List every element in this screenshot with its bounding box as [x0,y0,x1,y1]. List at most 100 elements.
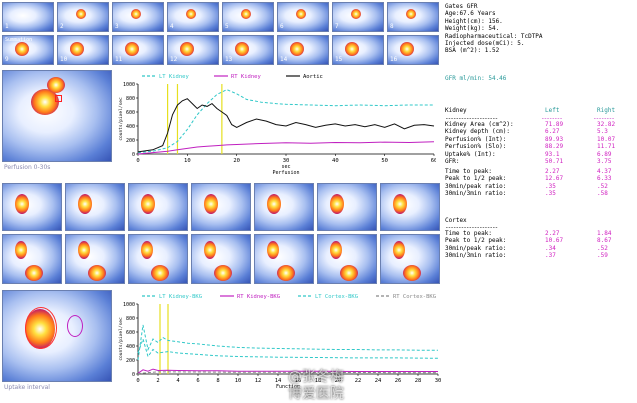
kidney-hotspot [15,194,29,214]
right-value: 6.89 [597,150,612,158]
x-tick-label: 4 [176,378,180,384]
frame-label: Summation [5,37,33,43]
frame-thumbnail[interactable]: 4 [167,2,219,32]
x-tick-label: 10 [184,158,191,164]
x-tick-label: 20 [335,378,342,384]
kidney-table-title: Kidney [445,107,467,114]
frame-thumbnail[interactable] [254,183,314,231]
uptake-summed-image[interactable] [2,290,112,382]
table-row: 30min/3min ratio: .35 .58 [445,190,608,197]
y-tick-label: 0 [132,372,135,378]
frame-thumbnail[interactable] [128,183,188,231]
legend-label: RT Kidney [231,74,261,80]
x-tick-label: 24 [375,378,382,384]
info-line: Gates GFR [445,3,478,10]
series-line [137,337,439,359]
row-label: 30min/peak ratio: [445,182,507,190]
row-label: Kidney Area (cm^2): [445,121,514,128]
frame-thumbnail[interactable]: 7 [332,2,384,32]
frame-thumbnail[interactable]: 3 [112,2,164,32]
frame-thumbnail[interactable] [65,234,125,284]
frame-number: 4 [170,23,174,30]
right-value: 10.07 [597,135,616,143]
frame-thumbnail[interactable]: 13 [222,35,274,65]
table-row: Kidney Area (cm^2): 71.89 32.82 [445,121,615,128]
frame-thumbnail[interactable]: 12 [167,35,219,65]
row-label: 30min/3min ratio: [445,252,507,260]
x-tick-label: 10 [235,378,242,384]
frame-thumbnail[interactable]: 8 [387,2,439,32]
perfusion-summed-image[interactable] [2,70,112,162]
frame-thumbnail[interactable] [191,183,251,231]
x-axis-unit: sec [281,164,290,170]
kidney-hotspot [15,42,29,56]
frame-thumbnail[interactable]: 14 [277,35,329,65]
row-label: Uptake% (Int): [445,150,496,158]
series-line [137,141,435,155]
kidney-hotspot [296,9,306,19]
frame-thumbnail[interactable]: 16 [387,35,439,65]
frame-thumbnail[interactable] [128,234,188,284]
x-tick-label: 40 [332,158,339,164]
frame-thumbnail[interactable] [2,234,62,284]
kidney-hotspot [267,241,279,259]
frame-thumbnail[interactable] [380,234,440,284]
right-value: 6.33 [597,175,612,183]
kidney-table: Kidney Left Right -------------------- --… [445,107,615,165]
frame-thumbnail[interactable]: 6 [277,2,329,32]
kidney-hotspot [15,241,27,259]
perfusion-curve-chart: LT Kidney RT Kidney Aortic0200400600800100… [118,74,436,176]
table-row: Perfusion% (Int): 89.93 10.07 [445,135,615,143]
table-row: Time to peak: 2.27 1.84 [445,230,611,237]
left-value: 88.29 [545,143,564,151]
frame-thumbnail[interactable]: 1 [2,2,54,32]
bladder-hotspot [25,265,43,281]
frame-thumbnail[interactable] [317,234,377,284]
frame-thumbnail[interactable]: 2 [57,2,109,32]
table-row: Peak to 1/2 peak: 12.67 6.33 [445,175,611,183]
series-line [137,371,438,375]
frame-thumbnail[interactable] [2,183,62,231]
frame-thumbnail[interactable] [317,183,377,231]
frame-number: 14 [280,56,288,63]
frame-thumbnail[interactable]: 10 [57,35,109,65]
frame-thumbnail[interactable] [380,183,440,231]
frame-thumbnail[interactable]: 11 [112,35,164,65]
right-value: 32.82 [597,121,616,128]
legend-label: LT Kidney-BKG [159,294,202,300]
row-label: Peak to 1/2 peak: [445,175,507,183]
bladder-hotspot [403,265,421,281]
left-value: 2.27 [545,230,560,237]
kidney-hotspot [78,194,92,214]
right-value: 4.37 [597,168,612,175]
kidney-hotspot [330,241,342,259]
frame-thumbnail[interactable]: 15 [332,35,384,65]
legend-label: LT Cortex-BKG [315,294,358,300]
left-value: .37 [545,252,556,260]
x-axis-label: Perfusion [272,170,299,176]
frame-thumbnail[interactable] [65,183,125,231]
divider: -------------------- -------- -------- [445,115,615,122]
kidney-hotspot [400,42,414,56]
frame-number: 15 [335,56,343,63]
table-row: Uptake% (Int): 93.1 6.89 [445,150,611,158]
frame-number: 9 [5,56,9,63]
x-tick-label: 16 [295,378,302,384]
y-tick-label: 200 [126,138,135,144]
watermark-hospital: 博爱医院 [288,386,344,402]
info-line: Radiopharmaceutical: TcDTPA [445,32,543,40]
y-tick-label: 600 [126,110,135,116]
frame-thumbnail[interactable] [191,234,251,284]
row-label: Perfusion% (Int): [445,135,507,143]
frame-thumbnail[interactable] [254,234,314,284]
x-tick-label: 22 [355,378,362,384]
x-tick-label: 30 [283,158,290,164]
frame-thumbnail[interactable]: 9 Summation [2,35,54,65]
series-line [137,89,434,154]
series-line [137,368,438,374]
col-left-header: Left [545,107,560,114]
frame-number: 1 [5,23,9,30]
x-tick-label: 8 [216,378,219,384]
frame-thumbnail[interactable]: 5 [222,2,274,32]
kidney-hotspot [393,241,405,259]
